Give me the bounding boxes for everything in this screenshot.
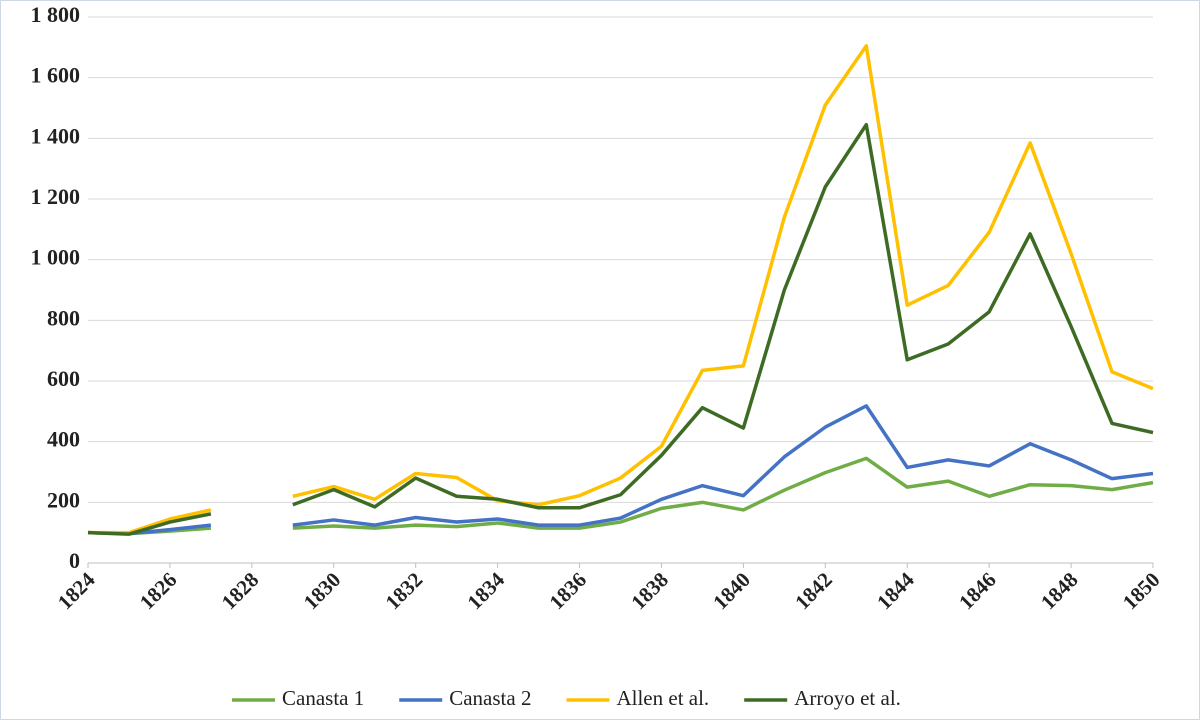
legend-label: Canasta 2 — [449, 686, 531, 710]
legend-label: Arroyo et al. — [794, 686, 901, 710]
y-tick-label: 1 200 — [31, 184, 81, 209]
legend-label: Allen et al. — [616, 686, 709, 710]
y-tick-label: 600 — [47, 366, 80, 391]
y-tick-label: 0 — [69, 548, 80, 573]
y-tick-label: 400 — [47, 427, 80, 452]
y-tick-label: 1 600 — [31, 63, 81, 88]
y-tick-label: 800 — [47, 305, 80, 330]
plot — [87, 44, 1154, 536]
legend: Canasta 1 Canasta 2 Allen et al. Arroyo et … — [232, 686, 901, 710]
y-tick-label: 1 000 — [31, 245, 81, 270]
grid — [87, 16, 1154, 568]
y-tick-label: 200 — [47, 487, 80, 512]
series-line — [87, 122, 1154, 536]
y-tick-label: 1 400 — [31, 123, 81, 148]
y-tick-label: 1 800 — [31, 2, 81, 27]
legend-label: Canasta 1 — [282, 686, 364, 710]
